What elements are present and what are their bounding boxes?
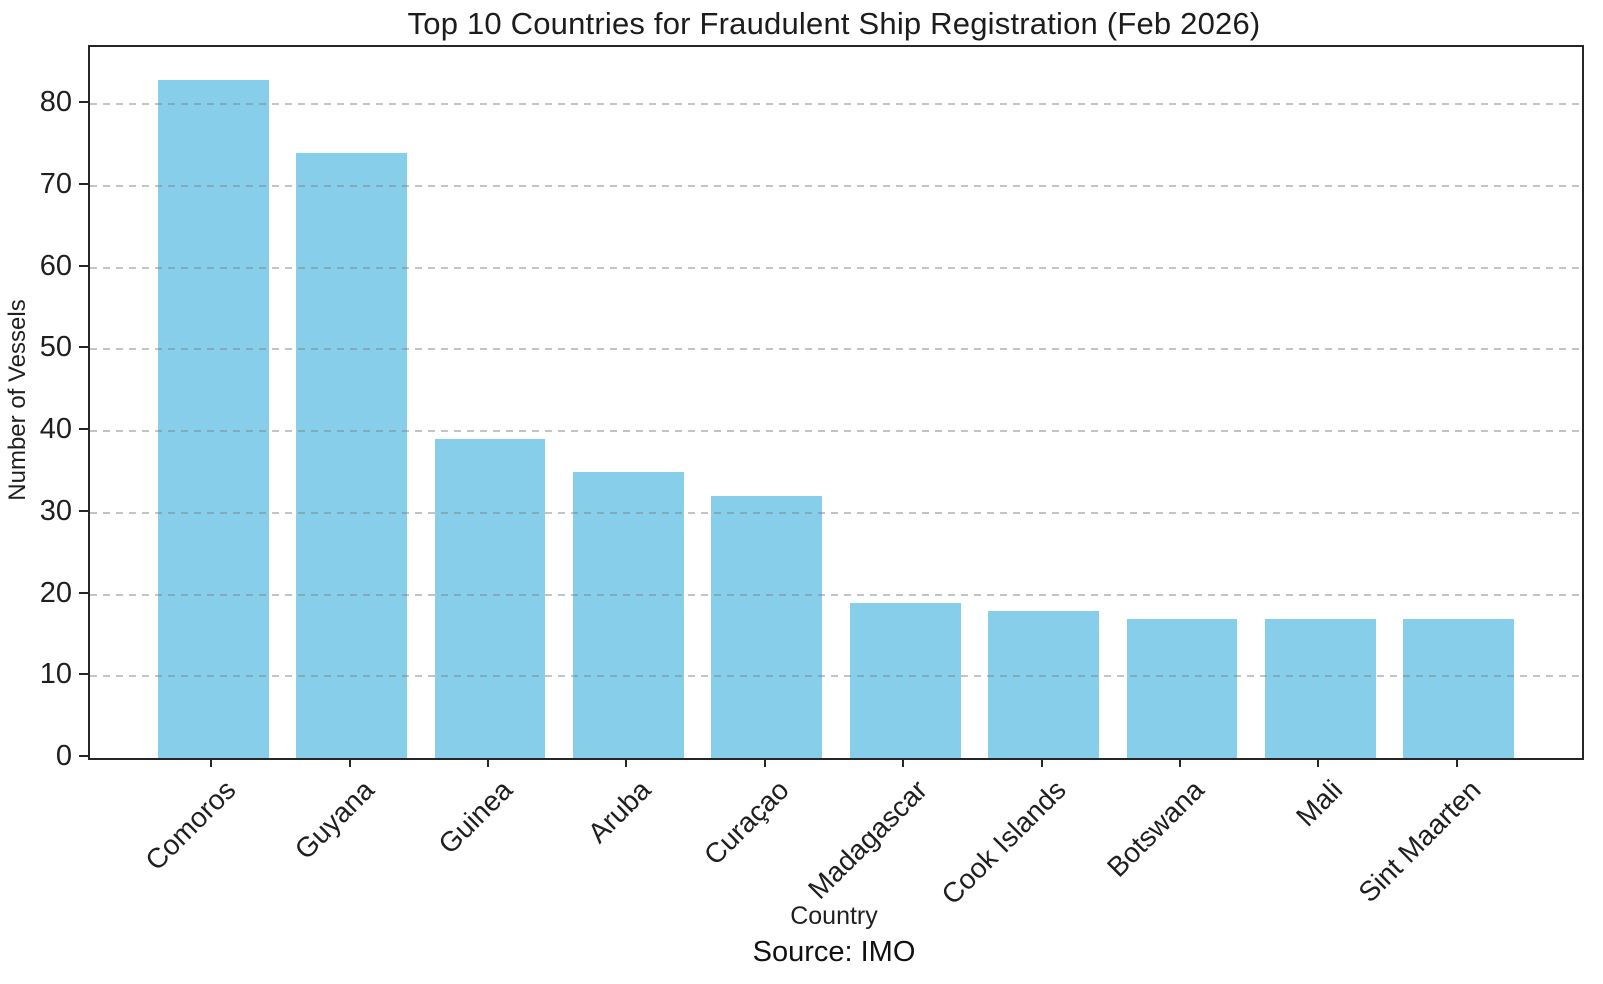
x-axis-title: Country — [790, 902, 878, 930]
gridline-y-80 — [90, 103, 1582, 106]
y-tick-label-30: 30 — [39, 494, 72, 527]
x-tick-label-mali: Mali — [1290, 774, 1349, 833]
y-tick-mark-60 — [79, 264, 88, 267]
x-tick-mark-botswana — [1179, 758, 1181, 767]
gridline-y-20 — [90, 593, 1582, 596]
y-tick-mark-70 — [79, 182, 88, 185]
gridline-y-60 — [90, 266, 1582, 269]
x-tick-mark-comoros — [210, 758, 213, 767]
y-tick-mark-50 — [79, 346, 88, 349]
y-tick-label-80: 80 — [39, 86, 72, 119]
y-tick-label-60: 60 — [39, 249, 72, 282]
y-tick-mark-30 — [79, 509, 88, 512]
x-tick-mark-aruba — [625, 758, 628, 767]
x-tick-label-sint-maarten: Sint Maarten — [1352, 774, 1487, 909]
x-tick-label-cook-islands: Cook Islands — [935, 774, 1072, 911]
gridline-y-40 — [90, 430, 1582, 433]
source-note: Source: IMO — [752, 936, 916, 968]
gridline-y-30 — [90, 511, 1582, 514]
y-tick-mark-40 — [79, 428, 88, 431]
y-tick-mark-10 — [79, 673, 88, 676]
bar-cook-islands — [988, 610, 1099, 758]
bar-guyana — [296, 153, 407, 758]
x-tick-label-guyana: Guyana — [288, 774, 380, 866]
gridline-y-50 — [90, 348, 1582, 351]
x-tick-mark-guinea — [486, 758, 489, 767]
bar-mali — [1265, 619, 1376, 758]
gridline-y-70 — [90, 184, 1582, 187]
x-tick-mark-mali — [1317, 758, 1320, 767]
x-tick-label-comoros: Comoros — [138, 774, 242, 877]
x-tick-label-cura-ao: Curaçao — [697, 774, 795, 871]
y-tick-label-20: 20 — [39, 576, 72, 609]
x-tick-mark-guyana — [348, 758, 351, 767]
y-tick-mark-20 — [79, 591, 88, 594]
y-tick-label-40: 40 — [39, 413, 72, 446]
chart-title: Top 10 Countries for Fraudulent Ship Reg… — [407, 6, 1261, 41]
bar-comoros — [157, 79, 269, 758]
y-axis-title: Number of Vessels — [4, 299, 31, 501]
bar-cura-ao — [711, 496, 823, 758]
y-tick-label-70: 70 — [39, 167, 72, 200]
bar-sint-maarten — [1403, 619, 1515, 758]
y-tick-mark-80 — [79, 101, 88, 104]
bar-guinea — [434, 439, 546, 758]
x-tick-mark-sint-maarten — [1455, 758, 1458, 767]
x-tick-mark-cook-islands — [1040, 758, 1043, 767]
y-tick-label-50: 50 — [39, 331, 72, 364]
plot-area — [88, 45, 1584, 760]
bar-madagascar — [849, 602, 961, 758]
y-tick-mark-0 — [79, 755, 88, 757]
x-tick-label-madagascar: Madagascar — [802, 774, 934, 905]
y-tick-label-10: 10 — [39, 658, 72, 691]
y-tick-label-0: 0 — [55, 740, 72, 772]
x-tick-label-aruba: Aruba — [581, 774, 657, 849]
x-tick-label-botswana: Botswana — [1101, 774, 1210, 883]
bar-botswana — [1126, 619, 1238, 758]
bar-aruba — [573, 471, 684, 758]
gridline-y-10 — [90, 675, 1582, 678]
x-tick-mark-cura-ao — [763, 758, 766, 767]
x-tick-label-guinea: Guinea — [432, 774, 518, 860]
x-tick-mark-madagascar — [902, 758, 905, 767]
